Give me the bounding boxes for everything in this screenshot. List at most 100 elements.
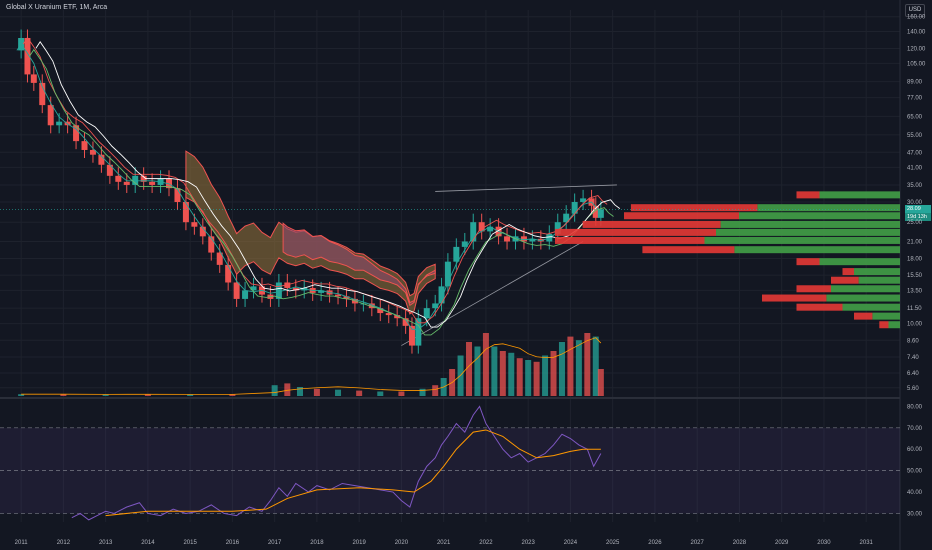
time-axis-label: 2029 — [775, 540, 789, 546]
volume-bar — [419, 388, 426, 396]
candle-body — [343, 296, 350, 299]
volume-profile-up — [854, 268, 900, 276]
volume-profile-down — [642, 246, 735, 254]
price-axis-label: 18.00 — [907, 257, 923, 263]
time-axis-label: 2018 — [310, 540, 324, 546]
candle-body — [199, 226, 206, 237]
countdown-tag: 19d 13h — [905, 213, 931, 222]
volume-bar — [60, 394, 67, 396]
price-axis-label: 13.50 — [907, 288, 923, 294]
candle-body — [98, 154, 105, 165]
candle-body — [335, 294, 342, 297]
time-axis-label: 2012 — [57, 540, 71, 546]
volume-profile-up — [739, 212, 900, 220]
price-axis-label: 15.50 — [907, 273, 923, 279]
candle-body — [174, 188, 181, 203]
candle-body — [24, 38, 31, 75]
time-axis-label: 2020 — [395, 540, 409, 546]
price-axis-label: 8.60 — [907, 338, 919, 344]
trendline — [435, 184, 617, 192]
time-axis-label: 2016 — [226, 540, 240, 546]
candle-body — [444, 261, 451, 287]
currency-button[interactable]: USD — [905, 4, 925, 17]
candle-body — [408, 325, 415, 346]
volume-bar — [491, 346, 498, 396]
price-axis-label: 41.00 — [907, 165, 923, 171]
candle-body — [81, 141, 88, 150]
time-axis-label: 2028 — [733, 540, 747, 546]
candle-body — [461, 241, 468, 247]
volume-profile-up — [720, 220, 900, 228]
volume-bar — [18, 394, 25, 396]
volume-bar — [508, 352, 515, 396]
candle-body — [478, 222, 485, 232]
candle-body — [432, 303, 439, 309]
candle-body — [520, 236, 527, 242]
volume-profile-down — [831, 276, 859, 284]
moving-average-line — [29, 48, 614, 336]
candle-body — [225, 264, 232, 283]
candle-body — [597, 209, 604, 218]
price-axis-label: 25.00 — [907, 220, 923, 226]
volume-bar — [229, 394, 236, 396]
volume-bar — [542, 355, 549, 396]
price-axis-label: 55.00 — [907, 133, 923, 139]
candle-body — [216, 252, 223, 265]
volume-profile-up — [872, 312, 900, 320]
volume-bar — [377, 391, 384, 396]
volume-profile-down — [879, 321, 889, 329]
volume-bar — [597, 369, 604, 396]
volume-profile-up — [826, 294, 900, 302]
rsi-axis-label: 60.00 — [907, 447, 923, 453]
candle-body — [368, 303, 375, 309]
volume-profile-down — [630, 204, 758, 212]
candle-body — [592, 205, 599, 218]
time-axis-label: 2017 — [268, 540, 282, 546]
candle-body — [123, 181, 130, 185]
trend-band — [282, 222, 436, 307]
rsi-axis-label: 70.00 — [907, 426, 923, 432]
candle-body — [438, 286, 445, 304]
volume-bar — [271, 385, 278, 396]
volume-profile-up — [831, 285, 900, 293]
rsi-ma-line — [105, 429, 601, 517]
volume-profile-up — [734, 246, 900, 254]
candle-body — [504, 236, 511, 242]
price-axis-label: 89.00 — [907, 80, 923, 86]
candle-body — [402, 318, 409, 326]
price-axis-label: 65.00 — [907, 114, 923, 120]
price-axis-label: 140.00 — [907, 29, 926, 35]
volume-bar — [187, 394, 194, 396]
time-axis-label: 2024 — [564, 540, 578, 546]
candle-body — [554, 222, 561, 234]
time-axis-label: 2014 — [141, 540, 155, 546]
volume-ma-line — [21, 337, 602, 395]
price-axis-label: 35.00 — [907, 183, 923, 189]
candle-body — [377, 308, 384, 314]
volume-profile-up — [858, 276, 900, 284]
volume-bar — [313, 388, 320, 396]
volume-profile-up — [819, 258, 900, 266]
volume-bar — [516, 358, 523, 396]
price-axis-label: 5.60 — [907, 386, 919, 392]
volume-profile-up — [704, 236, 900, 244]
volume-bar — [575, 340, 582, 396]
price-axis-label: 77.00 — [907, 96, 923, 102]
rsi-axis-label: 80.00 — [907, 404, 923, 410]
volume-bar — [499, 351, 506, 396]
trendline — [401, 241, 584, 346]
time-axis-label: 2027 — [691, 540, 705, 546]
candle-body — [56, 121, 63, 126]
candle-body — [106, 164, 113, 176]
candle-body — [30, 74, 37, 83]
candle-body — [89, 149, 96, 155]
time-axis-label: 2015 — [183, 540, 197, 546]
candle-body — [394, 315, 401, 319]
price-axis-label: 160.00 — [907, 15, 926, 21]
candle-body — [191, 222, 198, 227]
volume-profile-up — [716, 228, 900, 236]
volume-bar — [432, 385, 439, 396]
volume-profile-down — [796, 258, 820, 266]
time-axis-label: 2023 — [521, 540, 535, 546]
